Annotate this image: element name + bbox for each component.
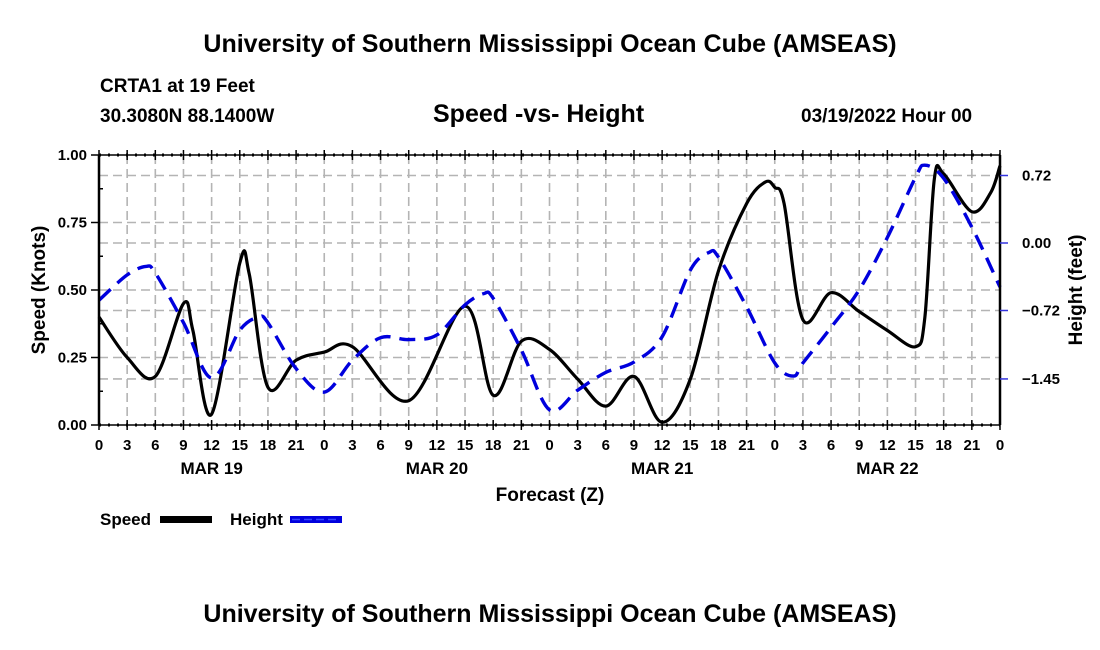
x-tick-label: 12 [879,437,896,454]
y2-tick-label: −1.45 [1022,371,1060,388]
y2-tick-label: −0.72 [1022,303,1060,320]
y-tick-label: 0.00 [58,417,87,434]
x-tick-label: 6 [602,437,610,454]
x-tick-label: 3 [123,437,131,454]
x-tick-label: 0 [320,437,328,454]
x-tick-label: 21 [513,437,530,454]
series-line-height [97,163,1002,413]
forecast-datetime: 03/19/2022 Hour 00 [801,106,973,127]
x-tick-label: 6 [376,437,384,454]
x-tick-label: 12 [654,437,671,454]
y2-tick-label: 0.00 [1022,235,1051,252]
x-tick-label: 15 [907,437,924,454]
x-date-label: MAR 21 [631,459,693,478]
x-tick-label: 6 [827,437,835,454]
x-tick-label: 12 [203,437,220,454]
series-lines [97,163,1002,424]
x-tick-label: 15 [682,437,699,454]
x-tick-label: 0 [996,437,1004,454]
x-date-label: MAR 20 [406,459,468,478]
y-tick-label: 0.75 [58,215,87,232]
y-axis-title: Speed (Knots) [29,226,50,355]
x-tick-label: 3 [573,437,581,454]
axis-labels: Forecast (Z) Speed (Knots) Height (feet)… [29,147,1087,506]
x-tick-label: 9 [855,437,863,454]
x-tick-label: 0 [545,437,553,454]
x-date-label: MAR 22 [856,459,918,478]
x-tick-label: 12 [429,437,446,454]
x-tick-label: 21 [964,437,981,454]
legend-swatch-speed [160,516,212,523]
legend-label-speed: Speed [100,510,151,529]
grid-lines [99,155,1000,425]
x-tick-label: 18 [485,437,502,454]
x-date-label: MAR 19 [180,459,242,478]
x-tick-label: 18 [710,437,727,454]
x-tick-label: 21 [738,437,755,454]
x-tick-label: 3 [348,437,356,454]
station-label: CRTA1 at 19 Feet [100,76,255,97]
y2-tick-label: 0.72 [1022,168,1051,185]
x-tick-label: 9 [405,437,413,454]
legend-label-height: Height [230,510,283,529]
axes [91,150,1008,430]
x-tick-label: 9 [630,437,638,454]
legend: Speed Height [100,510,342,529]
x-tick-label: 18 [260,437,277,454]
plot-title: Speed -vs- Height [433,100,645,128]
series-line-speed [97,164,1002,424]
x-tick-label: 15 [457,437,474,454]
x-tick-label: 6 [151,437,159,454]
main-title: University of Southern Mississippi Ocean… [203,30,897,58]
x-tick-label: 3 [799,437,807,454]
x-tick-label: 15 [231,437,248,454]
station-coordinates: 30.3080N 88.1400W [100,106,275,127]
x-tick-label: 9 [179,437,187,454]
y2-axis-title: Height (feet) [1066,235,1087,346]
footer-title: University of Southern Mississippi Ocean… [203,600,897,628]
y-tick-label: 0.25 [58,350,87,367]
x-tick-label: 0 [771,437,779,454]
y-tick-label: 1.00 [58,147,87,164]
x-tick-label: 18 [935,437,952,454]
x-axis-title: Forecast (Z) [496,485,605,506]
x-tick-label: 21 [288,437,305,454]
x-tick-label: 0 [95,437,103,454]
y-tick-label: 0.50 [58,282,87,299]
